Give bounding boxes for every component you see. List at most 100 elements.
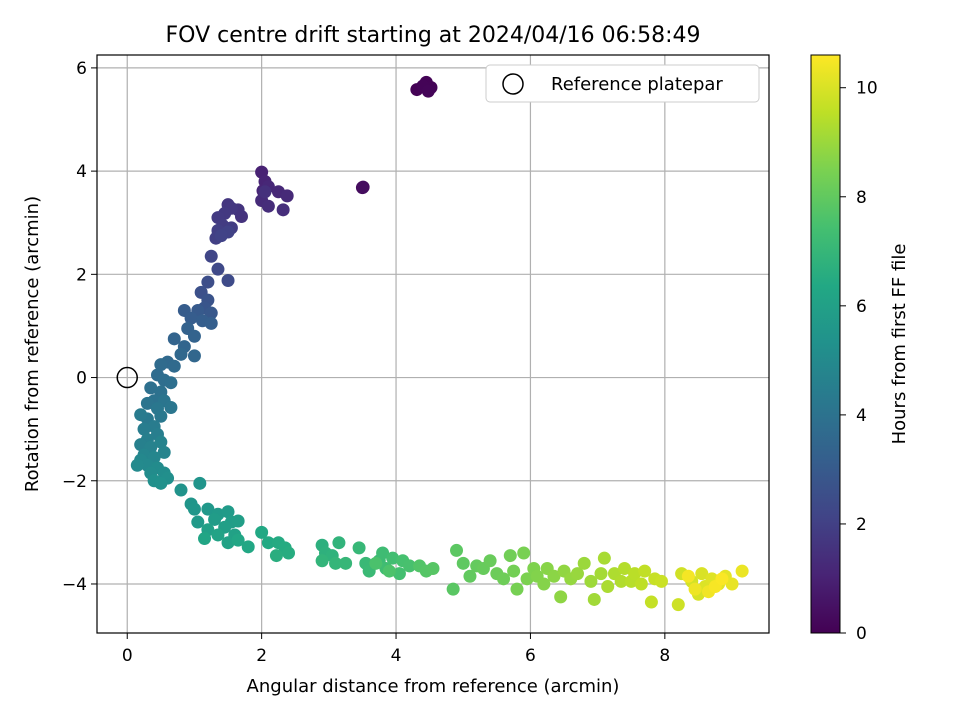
data-point — [634, 577, 648, 591]
y-tick-label: 2 — [76, 265, 87, 285]
data-point — [537, 577, 551, 591]
data-point — [497, 572, 511, 586]
data-point — [369, 556, 383, 570]
data-point — [517, 546, 531, 560]
data-point — [187, 349, 201, 363]
data-point — [154, 435, 168, 449]
data-point — [507, 564, 521, 578]
x-tick-label: 4 — [391, 646, 402, 666]
data-point — [164, 400, 178, 414]
data-point — [191, 515, 205, 529]
data-point — [164, 376, 178, 390]
data-point — [130, 458, 144, 472]
data-point — [520, 572, 534, 586]
data-point — [446, 582, 460, 596]
data-point — [554, 590, 568, 604]
data-point — [154, 409, 168, 423]
data-point — [601, 580, 615, 594]
data-point — [547, 569, 561, 583]
data-point — [715, 572, 729, 586]
data-point — [276, 203, 290, 217]
data-point — [187, 502, 201, 516]
data-point — [654, 574, 668, 588]
data-point — [187, 329, 201, 343]
data-point — [144, 381, 158, 395]
x-axis-ticks: 0 2 4 6 8 — [122, 633, 670, 666]
data-point — [352, 541, 366, 555]
data-point — [221, 274, 235, 288]
data-point — [382, 564, 396, 578]
colorbar-tick-label: 6 — [856, 297, 867, 317]
colorbar-tick-label: 8 — [856, 188, 867, 208]
y-tick-label: 6 — [76, 59, 87, 79]
data-point — [280, 189, 294, 203]
data-point — [221, 536, 235, 550]
x-tick-label: 2 — [256, 646, 267, 666]
data-point — [140, 396, 154, 410]
data-point — [356, 180, 370, 194]
legend-box — [485, 64, 760, 103]
data-point — [201, 502, 215, 516]
y-tick-label: 0 — [76, 369, 87, 389]
data-point — [587, 592, 601, 606]
data-point — [154, 358, 168, 372]
data-point — [231, 514, 245, 528]
data-point — [174, 483, 188, 497]
data-point — [157, 445, 171, 459]
colorbar-ticks: 0 2 4 6 8 10 — [840, 79, 878, 644]
data-point — [456, 556, 470, 570]
data-point — [376, 546, 390, 560]
data-point — [204, 306, 218, 320]
data-point — [618, 561, 632, 575]
data-point — [688, 582, 702, 596]
data-point — [594, 567, 608, 581]
data-point — [725, 577, 739, 591]
data-point — [483, 554, 497, 568]
data-point — [421, 84, 435, 98]
data-point — [597, 551, 611, 565]
data-point — [241, 540, 255, 554]
data-point — [735, 564, 749, 578]
data-point — [184, 311, 198, 325]
colorbar — [810, 54, 841, 634]
data-point — [198, 532, 212, 546]
data-point — [510, 582, 524, 596]
x-axis-label: Angular distance from reference (arcmin) — [247, 676, 620, 697]
y-tick-label: −2 — [62, 472, 87, 492]
reference-point — [116, 366, 138, 389]
data-point — [193, 476, 207, 490]
legend: Reference platepar — [485, 64, 760, 103]
colorbar-tick-label: 0 — [856, 624, 867, 644]
colorbar-tick-label: 10 — [856, 79, 878, 99]
data-point — [671, 598, 685, 612]
data-point — [208, 512, 222, 526]
data-point — [201, 275, 215, 289]
plot-frame — [96, 54, 770, 634]
data-point — [426, 561, 440, 575]
data-point — [269, 549, 283, 563]
data-point — [628, 567, 642, 581]
data-point — [402, 559, 416, 573]
data-point — [577, 556, 591, 570]
data-point — [332, 536, 346, 550]
data-points — [130, 75, 749, 612]
x-tick-label: 6 — [525, 646, 536, 666]
data-point — [204, 316, 218, 330]
data-point — [695, 567, 709, 581]
colorbar-label: Hours from first FF file — [889, 244, 910, 445]
data-point — [221, 505, 235, 519]
data-point — [211, 528, 225, 542]
data-point — [211, 262, 225, 276]
x-tick-label: 0 — [122, 646, 133, 666]
y-tick-label: −4 — [62, 575, 87, 595]
data-point — [134, 408, 148, 422]
data-point — [204, 249, 218, 263]
legend-label: Reference platepar — [551, 74, 723, 95]
data-point — [392, 567, 406, 581]
data-point — [167, 332, 181, 346]
reference-marker — [116, 366, 138, 389]
data-point — [137, 422, 151, 436]
data-point — [644, 595, 658, 609]
data-point — [282, 546, 296, 560]
